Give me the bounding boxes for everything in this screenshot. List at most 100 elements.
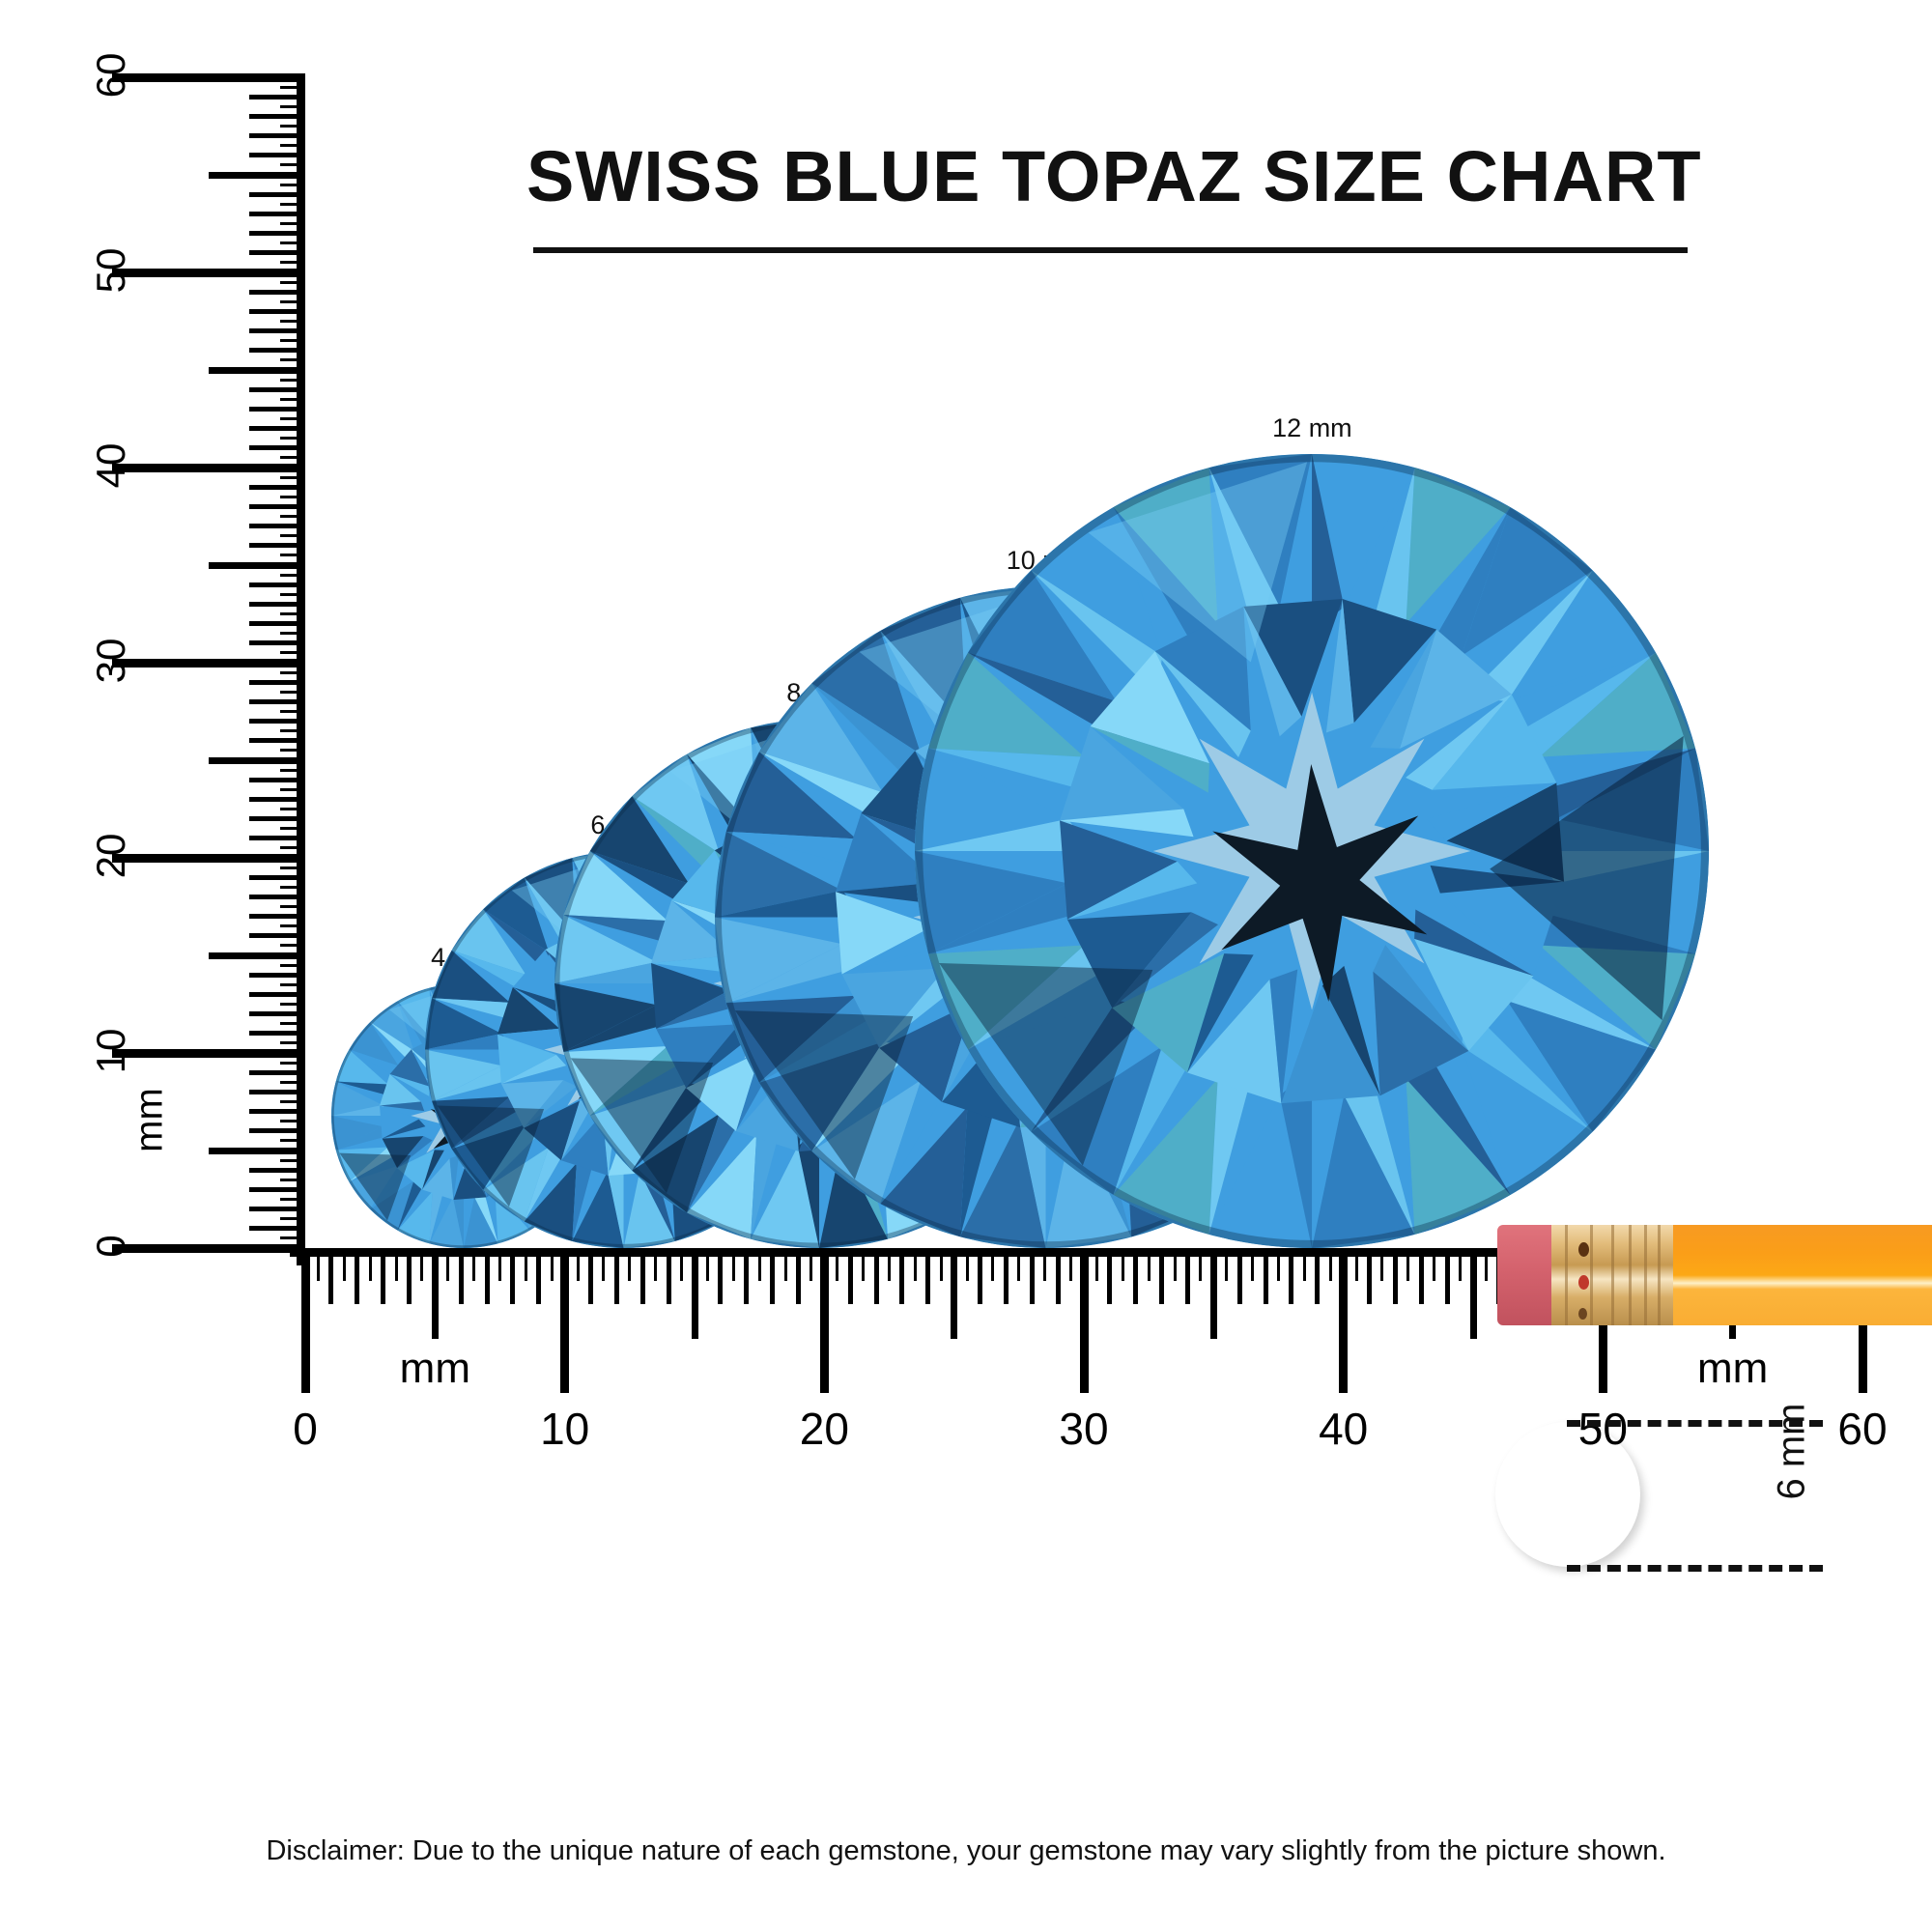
horizontal-ruler-tick (1392, 1256, 1398, 1304)
vertical-ruler-minor-tick (280, 573, 305, 577)
vertical-ruler-minor-tick (280, 85, 305, 89)
vertical-ruler-tick (249, 679, 305, 685)
vertical-ruler-minor-tick (280, 612, 305, 615)
vertical-ruler-tick (249, 640, 305, 646)
vertical-ruler-tick (209, 561, 305, 569)
horizontal-ruler-tick (1029, 1256, 1035, 1304)
horizontal-ruler-label: 30 (1059, 1404, 1109, 1454)
vertical-ruler-tick (249, 328, 305, 334)
horizontal-ruler-minor-tick (862, 1256, 866, 1281)
vertical-ruler-tick (249, 426, 305, 432)
horizontal-ruler-tick (431, 1256, 439, 1339)
horizontal-ruler-minor-tick (888, 1256, 891, 1281)
vertical-ruler-tick (249, 836, 305, 841)
vertical-ruler-minor-tick (280, 1236, 305, 1240)
horizontal-ruler-tick (328, 1256, 334, 1304)
vertical-ruler-minor-tick (280, 1100, 305, 1103)
horizontal-ruler-tick (770, 1256, 776, 1304)
vertical-ruler-tick (249, 543, 305, 549)
vertical-ruler-tick (249, 894, 305, 899)
horizontal-ruler-minor-tick (1043, 1256, 1047, 1281)
horizontal-ruler-minor-tick (1277, 1256, 1280, 1281)
vertical-ruler-tick (249, 133, 305, 139)
horizontal-ruler-tick (1184, 1256, 1190, 1304)
vertical-ruler-minor-tick (280, 982, 305, 986)
vertical-ruler-tick (112, 1243, 305, 1253)
vertical-ruler-minor-tick (280, 554, 305, 557)
horizontal-ruler-minor-tick (731, 1256, 735, 1281)
gemstone-label-12mm: 12 mm (1272, 412, 1352, 442)
pencil-eraser-end (1497, 1225, 1553, 1325)
vertical-ruler-tick (209, 171, 305, 179)
horizontal-ruler-minor-tick (1173, 1256, 1177, 1281)
vertical-ruler-tick (249, 503, 305, 509)
vertical-ruler-tick (249, 1069, 305, 1075)
horizontal-ruler-tick (1209, 1256, 1217, 1339)
vertical-ruler-minor-tick (280, 963, 305, 967)
vertical-ruler-minor-tick (280, 924, 305, 928)
horizontal-ruler-tick (300, 1256, 310, 1393)
horizontal-ruler-minor-tick (810, 1256, 813, 1281)
vertical-ruler-tick (249, 1089, 305, 1094)
horizontal-ruler-minor-tick (628, 1256, 632, 1281)
horizontal-ruler-label: 60 (1837, 1404, 1888, 1454)
horizontal-ruler-minor-tick (394, 1256, 398, 1281)
horizontal-ruler-tick (355, 1256, 360, 1304)
vertical-ruler-minor-tick (280, 729, 305, 733)
title-underline (533, 247, 1688, 253)
vertical-ruler-tick (249, 796, 305, 802)
vertical-ruler-minor-tick (280, 885, 305, 889)
vertical-ruler-tick (249, 94, 305, 99)
horizontal-ruler-minor-tick (524, 1256, 527, 1281)
vertical-ruler-tick (249, 777, 305, 782)
vertical-ruler-tick (112, 658, 305, 668)
vertical-ruler-minor-tick (280, 125, 305, 128)
vertical-ruler-minor-tick (280, 1158, 305, 1162)
horizontal-ruler-minor-tick (1380, 1256, 1384, 1281)
horizontal-ruler-minor-tick (680, 1256, 684, 1281)
horizontal-ruler-tick (536, 1256, 542, 1304)
vertical-ruler-tick (209, 756, 305, 764)
vertical-ruler-minor-tick (280, 768, 305, 772)
horizontal-ruler-tick (978, 1256, 983, 1304)
vertical-ruler-tick (249, 231, 305, 237)
vertical-ruler-minor-tick (280, 1120, 305, 1123)
vertical-ruler-minor-tick (280, 651, 305, 655)
vertical-ruler-tick (209, 952, 305, 959)
horizontal-ruler-minor-tick (654, 1256, 658, 1281)
vertical-ruler-minor-tick (280, 866, 305, 869)
vertical-ruler-tick (209, 1147, 305, 1154)
horizontal-ruler-label: 0 (293, 1404, 318, 1454)
horizontal-ruler-tick (1003, 1256, 1009, 1304)
vertical-ruler-minor-tick (280, 202, 305, 206)
vertical-ruler-minor-tick (280, 670, 305, 674)
page-title: SWISS BLUE TOPAZ SIZE CHART (526, 136, 1702, 216)
vertical-ruler-minor-tick (280, 475, 305, 479)
horizontal-ruler-tick (1107, 1256, 1113, 1304)
vertical-ruler-minor-tick (280, 417, 305, 420)
horizontal-ruler-minor-tick (783, 1256, 787, 1281)
horizontal-ruler-tick (639, 1256, 645, 1304)
vertical-ruler-minor-tick (280, 261, 305, 265)
vertical-ruler-minor-tick (280, 358, 305, 362)
horizontal-ruler-tick (1469, 1256, 1477, 1339)
vertical-ruler-tick (249, 153, 305, 158)
vertical-ruler-minor-tick (280, 1139, 305, 1143)
horizontal-ruler-tick (613, 1256, 619, 1304)
vertical-ruler-tick (209, 366, 305, 374)
dimension-line-bottom (1567, 1565, 1823, 1572)
vertical-ruler-minor-tick (280, 1003, 305, 1006)
vertical-ruler-tick (249, 348, 305, 354)
horizontal-ruler-tick (381, 1256, 386, 1304)
horizontal-ruler-label: 10 (540, 1404, 590, 1454)
eraser-dimension-label: 6 mm (1770, 1403, 1813, 1500)
vertical-ruler-tick (249, 1207, 305, 1212)
horizontal-ruler-minor-tick (1459, 1256, 1463, 1281)
horizontal-ruler-tick (819, 1256, 829, 1393)
vertical-ruler-minor-tick (280, 787, 305, 791)
vertical-ruler-tick (249, 698, 305, 704)
horizontal-ruler-label: 20 (799, 1404, 849, 1454)
vertical-ruler-minor-tick (280, 808, 305, 810)
horizontal-ruler-minor-tick (1406, 1256, 1410, 1281)
